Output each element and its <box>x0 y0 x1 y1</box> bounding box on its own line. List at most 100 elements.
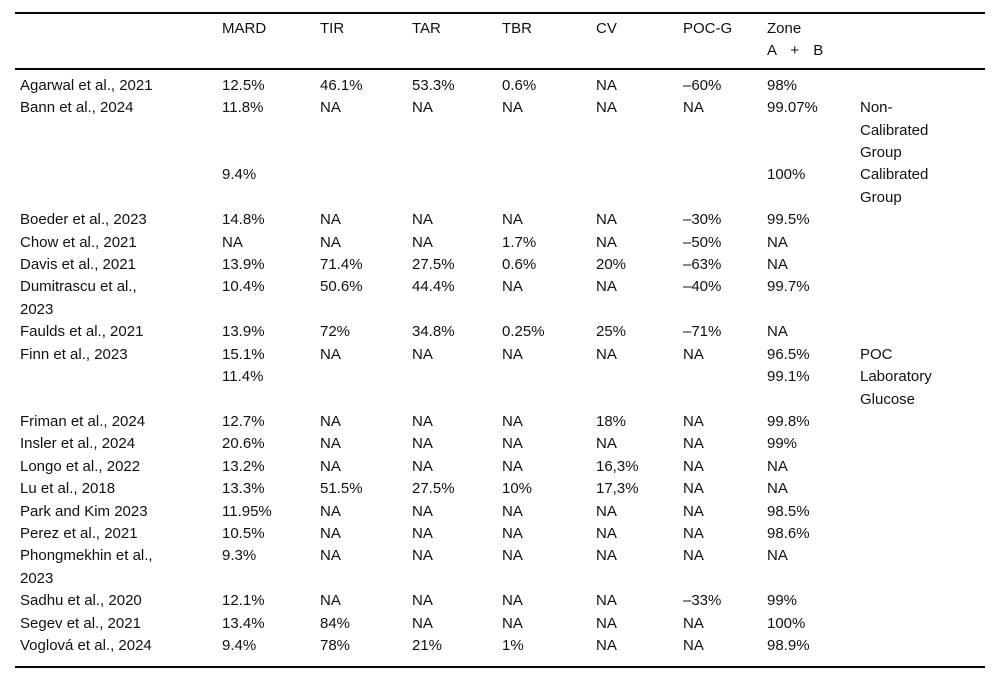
cell-mard: 12.1% <box>222 592 265 610</box>
cell-tbr: NA <box>502 278 523 296</box>
cell-cv: NA <box>596 211 617 229</box>
cell-mard: 11.95% <box>222 502 272 520</box>
cell-tbr: NA <box>502 435 523 453</box>
table-row: Park and Kim 2023 11.95% NA NA NA NA NA 98.5% <box>15 501 985 523</box>
cell-study: Insler et al., 2024 <box>20 435 136 453</box>
cell-poc-g: –63% <box>683 256 722 274</box>
cell-zone-a-b: NA <box>767 256 788 274</box>
cell-cv: 17,3% <box>596 480 639 498</box>
cell-tar: 27.5% <box>412 256 455 274</box>
table-row: Lu et al., 2018 13.3% 51.5% 27.5% 10% 17,3% NA… <box>15 478 985 500</box>
cell-tbr: 0.6% <box>502 256 537 274</box>
cell-note <box>860 276 985 321</box>
cell-zone-a-b: NA <box>767 323 788 341</box>
table-row: 9.4% 100% Calibrated Group <box>15 164 985 209</box>
cell-study: Segev et al., 2021 <box>20 614 141 632</box>
cell-tbr <box>502 366 596 411</box>
cell-study <box>15 366 222 411</box>
cell-poc-g: NA <box>683 435 704 453</box>
cell-zone-a-b: 99.1% <box>767 368 810 386</box>
cell-mard: 13.4% <box>222 614 265 632</box>
cell-zone-a-b: 99% <box>767 435 798 453</box>
cell-tar: 27.5% <box>412 480 455 498</box>
cell-mard: NA <box>222 233 243 251</box>
cell-tbr: 0.6% <box>502 76 537 94</box>
col-header-tir: TIR <box>320 13 412 70</box>
cell-mard: 14.8% <box>222 211 265 229</box>
cell-tbr: NA <box>502 524 523 542</box>
cell-zone-a-b: 98% <box>767 76 798 94</box>
table-row: Phongmekhin et al., 2023 9.3% NA NA NA NA NA NA <box>15 545 985 590</box>
cell-poc-g: NA <box>683 636 704 654</box>
cell-tbr <box>502 164 596 209</box>
cell-mard: 13.2% <box>222 457 265 475</box>
table-row: Sadhu et al., 2020 12.1% NA NA NA NA –33% 99% <box>15 590 985 612</box>
cell-study <box>15 164 222 209</box>
cell-tir: NA <box>320 412 341 430</box>
study-comparison-table: MARD TIR TAR TBR CV POC-G Zone A + B Aga… <box>15 12 985 669</box>
cell-tbr: NA <box>502 614 523 632</box>
cell-cv <box>596 164 683 209</box>
cell-poc-g: NA <box>683 412 704 430</box>
cell-mard: 12.5% <box>222 76 265 94</box>
cell-note: Laboratory Glucose <box>860 368 932 408</box>
cell-note <box>860 523 985 545</box>
cell-tar: NA <box>412 435 433 453</box>
cell-zone-a-b: NA <box>767 480 788 498</box>
table-row: Boeder et al., 2023 14.8% NA NA NA NA –30% 99.5… <box>15 209 985 231</box>
cell-tar: NA <box>412 345 433 363</box>
cell-tar: NA <box>412 614 433 632</box>
col-header-poc-g: POC-G <box>683 13 767 70</box>
cell-tbr: NA <box>502 211 523 229</box>
cell-tbr: 10% <box>502 480 533 498</box>
cell-tir: 84% <box>320 614 351 632</box>
cell-study: Sadhu et al., 2020 <box>20 592 142 610</box>
cell-cv: NA <box>596 502 617 520</box>
cell-zone-a-b: 96.5% <box>767 345 810 363</box>
cell-mard: 9.4% <box>222 636 257 654</box>
cell-tar: NA <box>412 502 433 520</box>
cell-study: Longo et al., 2022 <box>20 457 141 475</box>
cell-tbr: 0.25% <box>502 323 545 341</box>
table-row: Voglová et al., 2024 9.4% 78% 21% 1% NA NA 98.9… <box>15 635 985 667</box>
cell-cv: NA <box>596 547 617 565</box>
cell-note: Calibrated Group <box>860 166 929 206</box>
cell-cv: NA <box>596 592 617 610</box>
cell-study: Lu et al., 2018 <box>20 480 116 498</box>
col-header-tar: TAR <box>412 13 502 70</box>
cell-cv: 20% <box>596 256 627 274</box>
cell-study: Finn et al., 2023 <box>20 345 128 363</box>
cell-poc-g: –33% <box>683 592 722 610</box>
cell-tar: NA <box>412 211 433 229</box>
cell-zone-a-b: 98.9% <box>767 636 810 654</box>
cell-cv: 16,3% <box>596 457 639 475</box>
cell-poc-g: NA <box>683 614 704 632</box>
cell-tar: 21% <box>412 636 443 654</box>
cell-zone-a-b: NA <box>767 233 788 251</box>
table-row: Friman et al., 2024 12.7% NA NA NA 18% NA 99.8% <box>15 411 985 433</box>
cell-tir: NA <box>320 345 341 363</box>
cell-tbr: NA <box>502 99 523 117</box>
table-row: Longo et al., 2022 13.2% NA NA NA 16,3% NA NA <box>15 456 985 478</box>
cell-tir: 50.6% <box>320 278 363 296</box>
cell-tar <box>412 366 502 411</box>
cell-tar: 53.3% <box>412 76 455 94</box>
cell-mard: 11.8% <box>222 99 264 117</box>
cell-cv: NA <box>596 233 617 251</box>
cell-tar: NA <box>412 547 433 565</box>
cell-tir: 71.4% <box>320 256 363 274</box>
cell-study: Bann et al., 2024 <box>20 99 134 117</box>
table-row: Bann et al., 2024 11.8% NA NA NA NA NA 99.07% No… <box>15 97 985 164</box>
col-header-tbr: TBR <box>502 13 596 70</box>
cell-cv: NA <box>596 345 617 363</box>
cell-note <box>860 209 985 231</box>
cell-poc-g <box>683 366 767 411</box>
table-row: Faulds et al., 2021 13.9% 72% 34.8% 0.25% 25%… <box>15 321 985 343</box>
cell-mard: 20.6% <box>222 435 265 453</box>
cell-study: Davis et al., 2021 <box>20 256 136 274</box>
cell-tir: NA <box>320 99 341 117</box>
cell-study: Agarwal et al., 2021 <box>20 76 153 94</box>
cell-tbr: NA <box>502 457 523 475</box>
cell-study: Chow et al., 2021 <box>20 233 137 251</box>
